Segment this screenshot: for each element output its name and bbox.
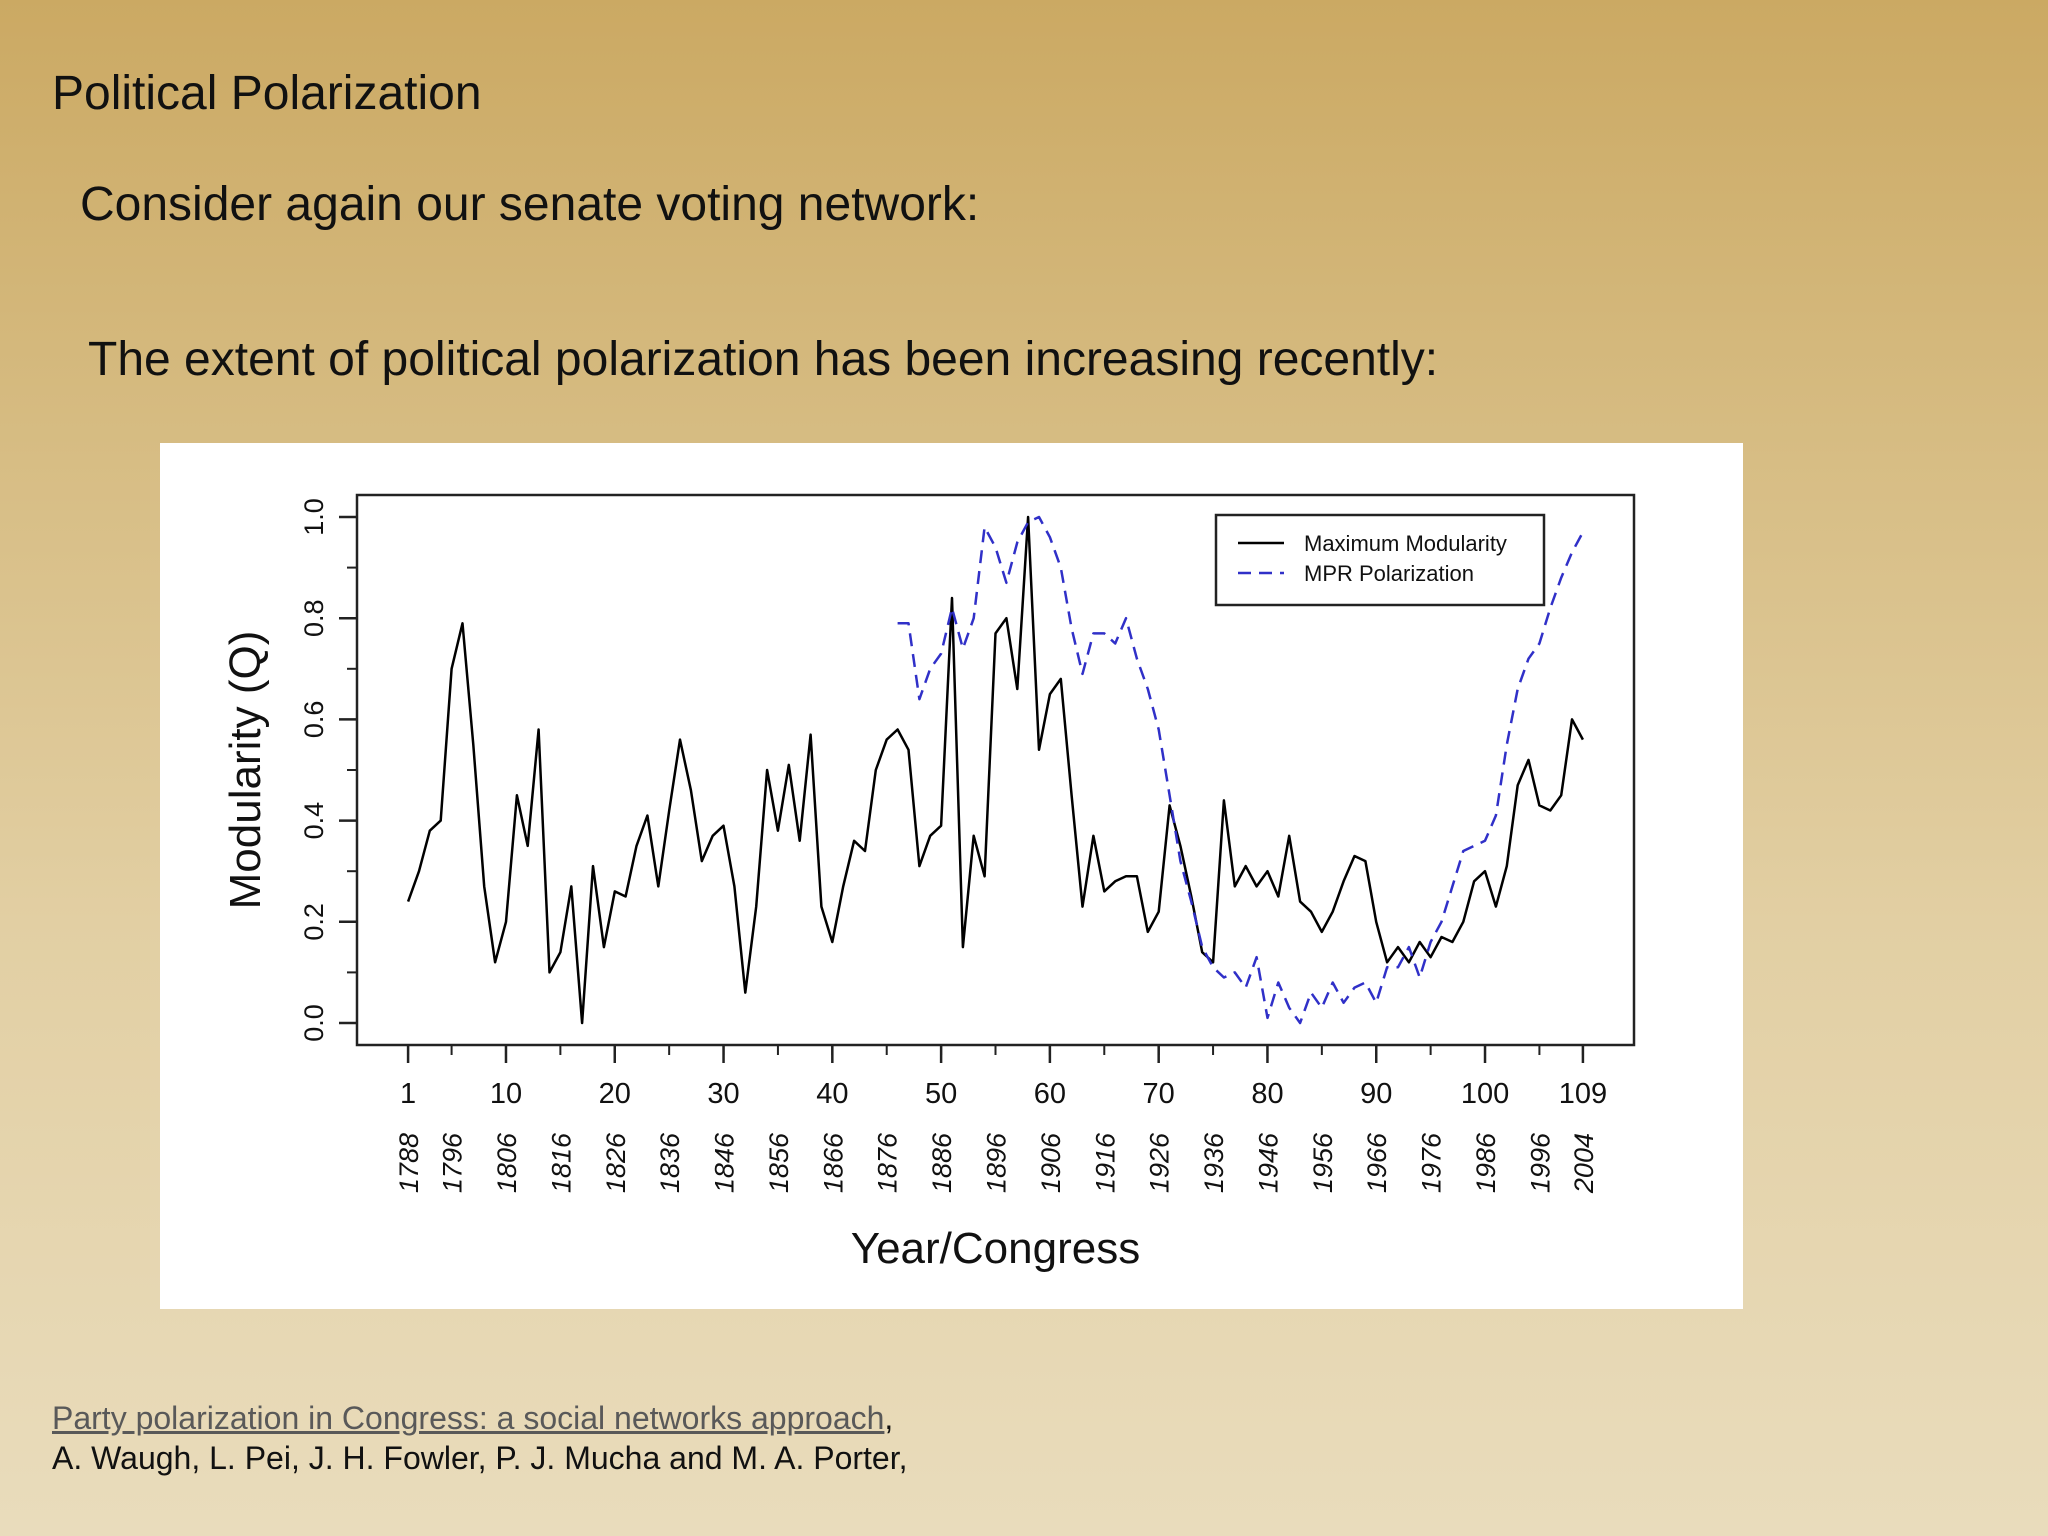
y-tick-label: 0.0	[299, 1004, 329, 1042]
year-tick-label: 1976	[1417, 1132, 1447, 1193]
modularity-chart: 0.0 0.2 0.4 0.6 0.8 1.0 1 10 20 30 40 50 60 70 80 90 100…	[221, 493, 1636, 1273]
bullet-text-1: Consider again our senate voting network…	[80, 178, 980, 231]
legend-box	[1214, 513, 1546, 607]
y-tick-label: 0.2	[299, 903, 329, 941]
reference-comma: ,	[884, 1400, 894, 1436]
year-tick-label: 1986	[1471, 1132, 1501, 1193]
year-tick-label: 1806	[492, 1132, 522, 1193]
year-tick-label: 1836	[655, 1132, 685, 1193]
x-tick-label: 10	[490, 1078, 522, 1110]
reference-link[interactable]: Party polarization in Congress: a social…	[52, 1400, 885, 1436]
x-tick-label: 70	[1143, 1078, 1175, 1110]
reference-line: Party polarization in Congress: a social…	[52, 1398, 893, 1438]
year-tick-label: 1926	[1145, 1132, 1175, 1193]
x-tick-label: 60	[1034, 1078, 1066, 1110]
year-tick-label: 1966	[1362, 1132, 1392, 1193]
year-tick-label: 1788	[394, 1133, 424, 1193]
series-line-maximum-modularity	[406, 515, 1585, 1025]
y-axis-title: Modularity (Q)	[221, 631, 270, 910]
x-tick-label: 30	[707, 1078, 739, 1110]
x-axis-title: Year/Congress	[851, 1224, 1140, 1273]
year-tick-label: 1856	[764, 1132, 794, 1193]
year-tick-label: 1896	[982, 1132, 1012, 1193]
year-tick-label: 1816	[546, 1132, 576, 1193]
year-tick-label: 1956	[1308, 1132, 1338, 1193]
legend-label: Maximum Modularity	[1304, 531, 1507, 556]
year-tick-label: 1796	[438, 1132, 468, 1193]
x-tick-label: 90	[1360, 1078, 1392, 1110]
x-tick-label: 80	[1251, 1078, 1283, 1110]
y-tick-label: 1.0	[299, 498, 329, 536]
y-tick-label: 0.4	[299, 802, 329, 840]
x-tick-label: 20	[599, 1078, 631, 1110]
year-tick-label: 1996	[1525, 1132, 1555, 1193]
year-tick-label: 1846	[710, 1132, 740, 1193]
series-line-mpr-polarization	[897, 515, 1585, 1025]
x-tick-label: 40	[816, 1078, 848, 1110]
legend-label: MPR Polarization	[1304, 561, 1474, 586]
x-tick-label: 100	[1461, 1078, 1509, 1110]
year-tick-label: 1936	[1199, 1132, 1229, 1193]
x-tick-label: 1	[400, 1078, 416, 1110]
y-tick-label: 0.6	[299, 701, 329, 739]
year-tick-label: 2004	[1569, 1133, 1599, 1194]
x-tick-label: 109	[1559, 1078, 1607, 1110]
year-tick-label: 1866	[818, 1132, 848, 1193]
year-tick-label: 1946	[1253, 1132, 1283, 1193]
x-tick-label: 50	[925, 1078, 957, 1110]
slide-title: Political Polarization	[52, 67, 482, 120]
year-tick-label: 1906	[1036, 1132, 1066, 1193]
year-tick-label: 1916	[1090, 1132, 1120, 1193]
year-tick-label: 1826	[601, 1132, 631, 1193]
figure-panel: 0.0 0.2 0.4 0.6 0.8 1.0 1 10 20 30 40 50 60 70 80 90 100…	[160, 443, 1743, 1309]
year-tick-label: 1886	[927, 1132, 957, 1193]
bullet-text-2: The extent of political polarization has…	[88, 333, 1439, 386]
y-tick-label: 0.8	[299, 599, 329, 637]
reference-authors: A. Waugh, L. Pei, J. H. Fowler, P. J. Mu…	[52, 1440, 908, 1476]
year-tick-label: 1876	[873, 1132, 903, 1193]
